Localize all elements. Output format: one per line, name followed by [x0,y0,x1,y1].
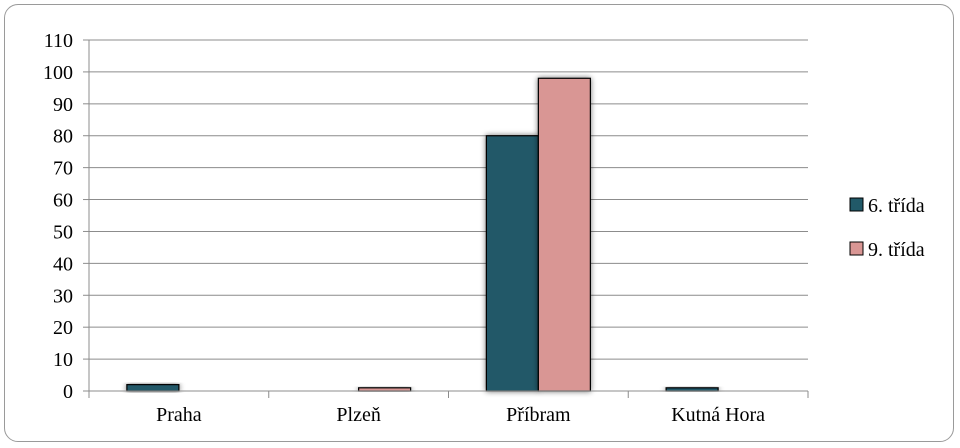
bar-series1-2 [485,135,539,392]
y-tick-label: 100 [43,62,73,84]
x-tick-label: Kutná Hora [671,404,765,426]
bar-series1-0 [126,384,180,392]
y-tick-label: 20 [53,317,73,339]
y-tick-label: 90 [53,94,73,116]
x-axis-ticks: Praha Plzeň Příbram Kutná Hora [156,404,765,426]
x-tick-label: Praha [156,404,202,426]
y-tick-label: 50 [53,221,73,243]
bar-series2-2 [537,77,591,392]
x-tick-label: Plzeň [336,404,380,426]
y-tick-label: 60 [53,190,73,212]
chart-frame [4,4,954,442]
y-tick-label: 10 [53,349,73,371]
y-tick-label: 30 [53,285,73,307]
y-tick-label: 80 [53,126,73,148]
x-tick-label: Příbram [506,404,571,426]
axes [83,39,809,398]
legend-label-1: 6. třída [868,195,925,217]
y-tick-label: 110 [44,30,73,52]
legend-swatch-2 [849,241,864,256]
y-axis-ticks: 0 10 20 30 40 50 60 70 80 90 100 110 [43,30,73,403]
legend-label-2: 9. třída [868,239,925,261]
y-tick-label: 40 [53,253,73,275]
gridlines [89,39,808,360]
legend: 6. třída 9. třída [849,195,925,261]
y-tick-label: 70 [53,158,73,180]
legend-swatch-1 [849,197,864,212]
bars [126,77,719,392]
y-tick-label: 0 [63,381,73,403]
